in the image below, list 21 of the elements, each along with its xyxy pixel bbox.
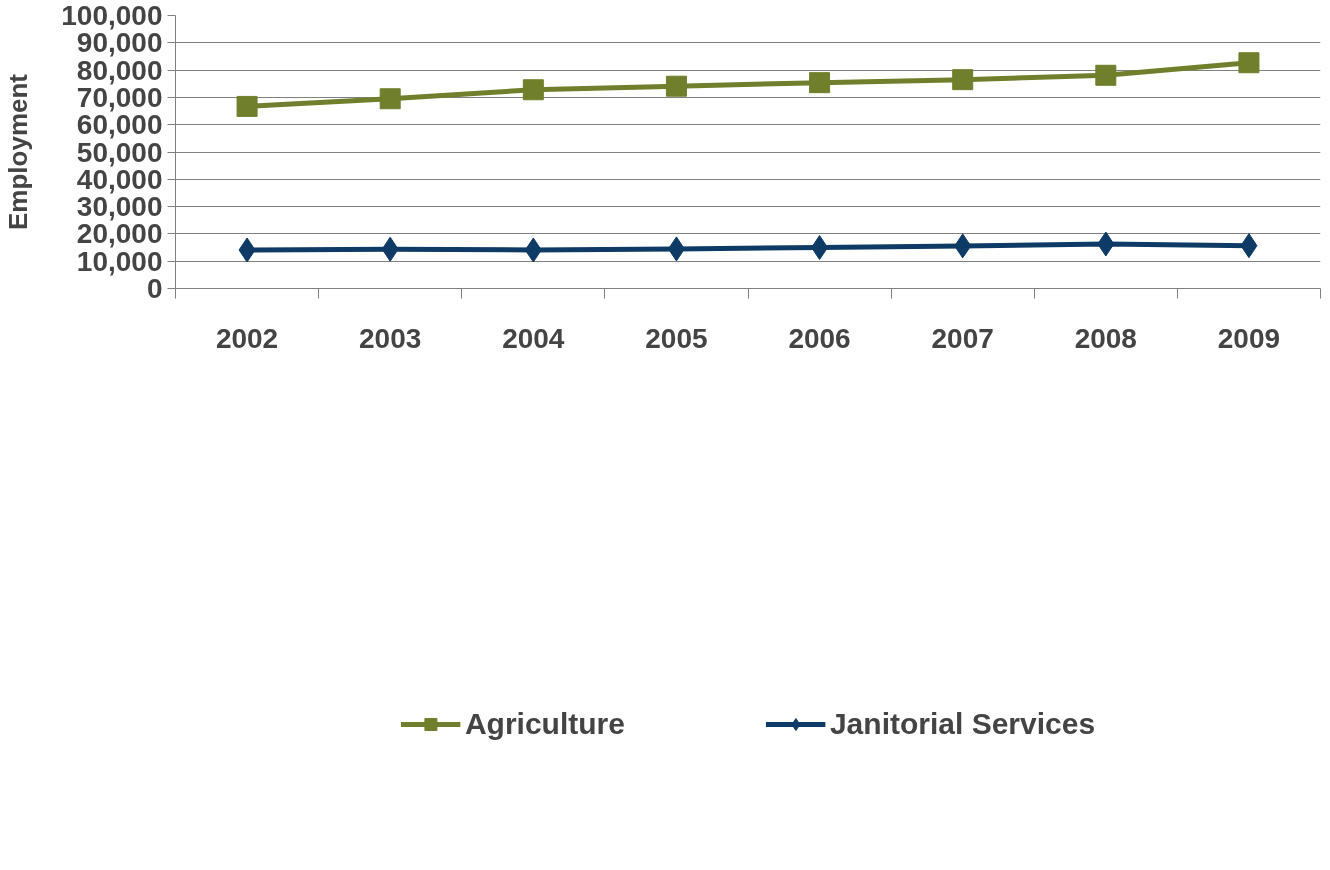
point	[809, 72, 831, 94]
point	[236, 95, 258, 117]
point	[665, 75, 687, 97]
x-tick-label: 2008	[1074, 322, 1137, 354]
legend-label: Agriculture	[464, 707, 625, 741]
x-tick-label: 2005	[645, 322, 708, 354]
y-axis-title: Employment	[3, 73, 34, 231]
y-tick-label: 0	[146, 273, 163, 304]
x-tick-label: 2004	[502, 322, 565, 354]
x-tick-label: 2009	[1217, 322, 1281, 354]
y-tick-label: 100,000	[61, 0, 163, 31]
legend-label: Janitorial Services	[829, 707, 1096, 741]
x-tick-label: 2006	[788, 322, 851, 354]
point	[1095, 64, 1117, 86]
point	[379, 88, 401, 110]
x-tick-label: 2003	[359, 322, 422, 354]
point	[1238, 52, 1260, 74]
x-tick-label: 2007	[931, 322, 994, 354]
x-tick-label: 2002	[215, 322, 279, 354]
point	[522, 79, 544, 101]
point	[952, 69, 974, 91]
